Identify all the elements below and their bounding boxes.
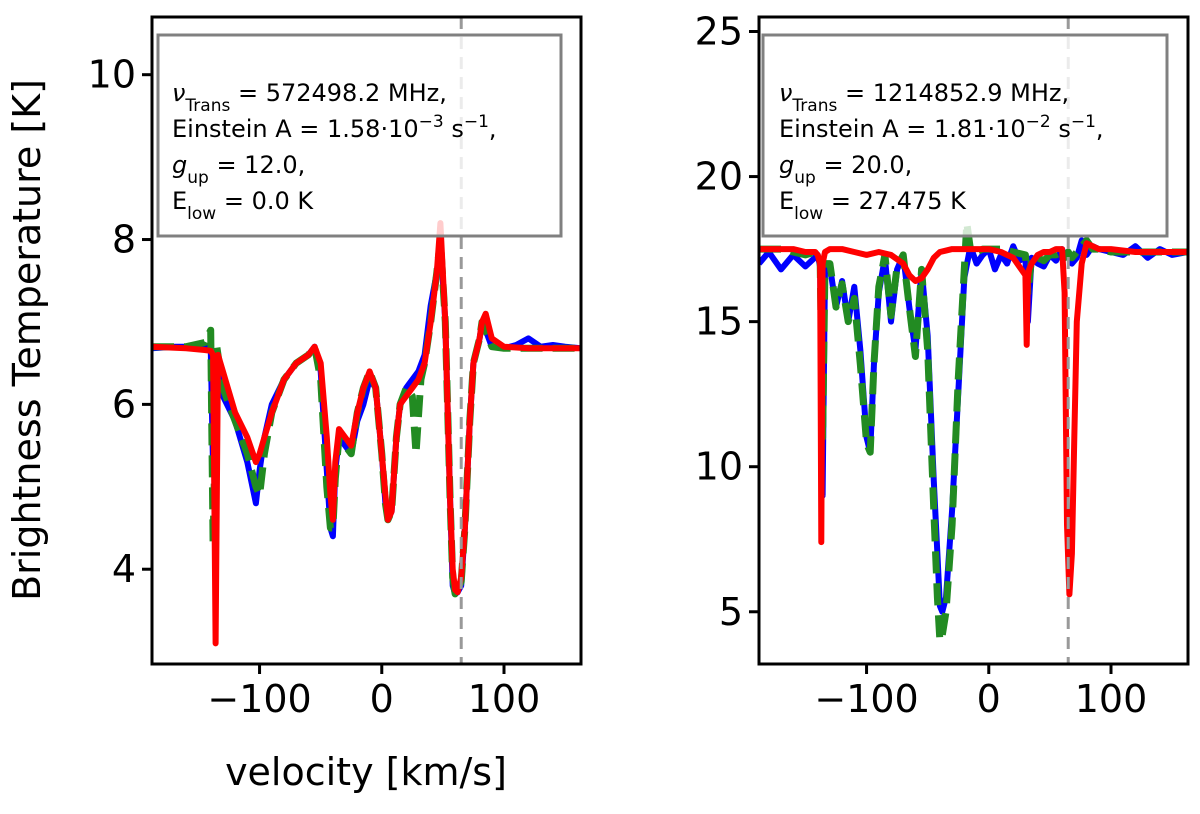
right-plot-frame xyxy=(757,15,1190,666)
right-info-line: Einstein A = 1.81·10−2 s−1, xyxy=(779,112,1104,143)
left-y-axis-label: Brightness Temperature [K] xyxy=(5,79,49,601)
right-series-model xyxy=(759,240,1188,598)
left-info-line: νTrans = 572498.2 MHz, xyxy=(172,79,447,116)
right-info-line: νTrans = 1214852.9 MHz, xyxy=(779,79,1069,116)
right-panel: νTrans = 1214852.9 MHz,Einstein A = 1.81… xyxy=(695,10,1190,721)
left-x-axis-label: velocity [km/s] xyxy=(225,750,507,794)
left-x-tick-label: −100 xyxy=(207,677,311,721)
left-info-box: νTrans = 572498.2 MHz,Einstein A = 1.58·… xyxy=(156,33,563,238)
left-y-tick-label: 8 xyxy=(112,218,136,262)
right-info-line: gup = 20.0, xyxy=(779,151,912,188)
left-info-box-frame xyxy=(156,33,563,238)
right-y-tick-label: 20 xyxy=(695,155,743,199)
right-info-box-frame xyxy=(761,33,1169,238)
left-y-tick-label: 4 xyxy=(112,547,136,591)
left-x-tick-label: 100 xyxy=(468,677,541,721)
right-x-tick-label: 100 xyxy=(1075,677,1148,721)
left-series-model xyxy=(152,220,581,647)
right-info-line: Elow = 27.475 K xyxy=(779,187,967,224)
right-y-tick-label: 5 xyxy=(719,590,743,634)
left-y-tick-label: 6 xyxy=(112,382,136,426)
right-y-tick-label: 10 xyxy=(695,445,743,489)
right-x-tick-label: −100 xyxy=(814,677,918,721)
right-x-tick-label: 0 xyxy=(977,677,1001,721)
left-info-line: Elow = 0.0 K xyxy=(172,187,314,224)
right-y-tick-label: 25 xyxy=(695,10,743,54)
right-y-tick-label: 15 xyxy=(695,300,743,344)
left-panel: νTrans = 572498.2 MHz,Einstein A = 1.58·… xyxy=(5,15,583,794)
left-plot-frame xyxy=(150,15,583,666)
left-x-tick-label: 0 xyxy=(370,677,394,721)
right-info-box: νTrans = 1214852.9 MHz,Einstein A = 1.81… xyxy=(761,33,1169,238)
left-info-line: gup = 12.0, xyxy=(172,151,305,188)
right-series-model-fit xyxy=(759,219,1188,645)
left-info-line: Einstein A = 1.58·10−3 s−1, xyxy=(172,112,497,143)
left-y-tick-label: 10 xyxy=(88,53,136,97)
